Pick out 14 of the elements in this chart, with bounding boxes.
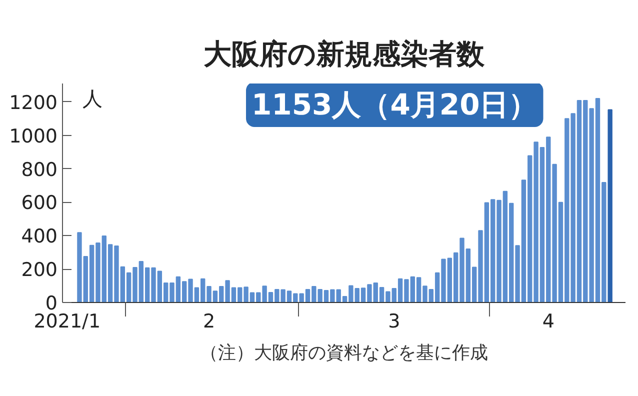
x-tick-label: 4 <box>542 310 554 332</box>
x-tick-label: 3 <box>388 310 400 332</box>
y-tick-label: 600 <box>21 192 58 214</box>
text: （注）大阪府の資料などを基に作成 <box>200 342 488 364</box>
y-tick-label: 800 <box>21 158 58 181</box>
x-tick-label: 2 <box>202 310 216 332</box>
annotation: 1153人（4月20日） <box>252 88 538 122</box>
y-tick-label: 200 <box>21 259 58 282</box>
chart-title: 大阪府の新規感染者数 <box>204 38 486 70</box>
bar <box>608 109 612 302</box>
y-tick-label: 400 <box>21 226 58 248</box>
y-tick-label: 1000 <box>9 125 58 148</box>
y-axis-title: 人 <box>82 86 102 110</box>
y-tick-label: 1200 <box>9 92 58 114</box>
